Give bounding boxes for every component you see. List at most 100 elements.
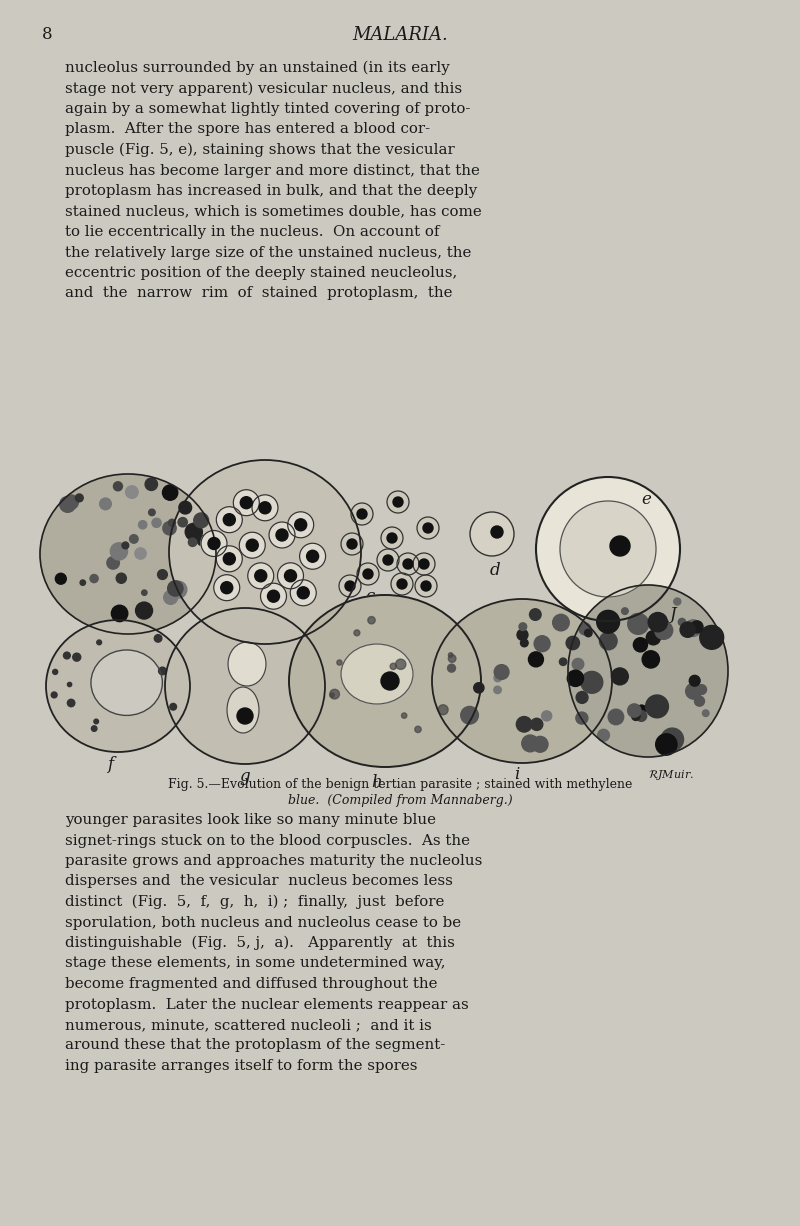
Ellipse shape — [432, 600, 612, 763]
Text: J: J — [670, 606, 676, 623]
Circle shape — [638, 705, 646, 714]
Circle shape — [345, 581, 355, 591]
Circle shape — [179, 501, 192, 514]
Circle shape — [628, 704, 641, 717]
Circle shape — [694, 696, 705, 706]
Circle shape — [53, 669, 58, 674]
Ellipse shape — [391, 573, 413, 595]
Circle shape — [697, 684, 706, 694]
Circle shape — [135, 548, 146, 559]
Ellipse shape — [228, 642, 266, 687]
Ellipse shape — [288, 511, 314, 538]
Circle shape — [691, 620, 703, 633]
Ellipse shape — [413, 553, 435, 575]
Text: numerous, minute, scattered nucleoli ;  and it is: numerous, minute, scattered nucleoli ; a… — [65, 1018, 432, 1032]
Circle shape — [149, 509, 155, 516]
Ellipse shape — [339, 575, 361, 597]
Text: MALARIA.: MALARIA. — [352, 26, 448, 44]
Circle shape — [67, 683, 72, 687]
Circle shape — [138, 521, 147, 528]
Circle shape — [661, 728, 683, 750]
Text: distinct  (Fig.  5,  f,  g,  h,  i) ;  finally,  just  before: distinct (Fig. 5, f, g, h, i) ; finally,… — [65, 895, 444, 910]
Circle shape — [567, 671, 583, 687]
Circle shape — [566, 636, 579, 650]
Ellipse shape — [40, 474, 216, 634]
Circle shape — [90, 575, 98, 582]
Circle shape — [67, 699, 75, 706]
Circle shape — [363, 569, 373, 579]
Circle shape — [461, 706, 478, 725]
Ellipse shape — [290, 580, 316, 606]
Text: protoplasm.  Later the nuclear elements reappear as: protoplasm. Later the nuclear elements r… — [65, 998, 469, 1011]
Ellipse shape — [169, 460, 361, 644]
Circle shape — [395, 660, 406, 669]
Circle shape — [686, 683, 702, 699]
Circle shape — [135, 602, 153, 619]
Text: blue.  (Compiled from Mannaberg.): blue. (Compiled from Mannaberg.) — [288, 794, 512, 807]
Ellipse shape — [300, 543, 326, 569]
Text: the relatively large size of the unstained nucleus, the: the relatively large size of the unstain… — [65, 245, 471, 260]
Text: b: b — [245, 649, 255, 664]
Circle shape — [221, 581, 233, 593]
Circle shape — [294, 519, 306, 531]
Ellipse shape — [381, 527, 403, 549]
Circle shape — [169, 520, 175, 526]
Text: nucleus has become larger and more distinct, that the: nucleus has become larger and more disti… — [65, 163, 480, 178]
Text: a: a — [113, 642, 123, 660]
Circle shape — [622, 608, 628, 614]
Circle shape — [168, 581, 183, 596]
Ellipse shape — [252, 495, 278, 521]
Circle shape — [73, 653, 81, 661]
Circle shape — [55, 574, 66, 585]
Circle shape — [158, 570, 167, 580]
Text: 8: 8 — [42, 26, 53, 43]
Text: signet-rings stuck on to the blood corpuscles.  As the: signet-rings stuck on to the blood corpu… — [65, 834, 470, 847]
Text: c: c — [366, 588, 374, 604]
Text: Fig. 5.—Evolution of the benign tertian parasite ; stained with methylene: Fig. 5.—Evolution of the benign tertian … — [168, 779, 632, 791]
Circle shape — [632, 712, 640, 721]
Circle shape — [357, 509, 367, 519]
Ellipse shape — [377, 549, 399, 571]
Circle shape — [608, 709, 624, 725]
Ellipse shape — [216, 546, 242, 571]
Text: sporulation, both nucleus and nucleolus cease to be: sporulation, both nucleus and nucleolus … — [65, 916, 461, 929]
Circle shape — [474, 683, 484, 693]
Circle shape — [648, 613, 667, 631]
Text: around these that the protoplasm of the segment-: around these that the protoplasm of the … — [65, 1038, 446, 1052]
Circle shape — [646, 630, 661, 645]
Circle shape — [470, 512, 514, 557]
Circle shape — [680, 622, 695, 638]
Circle shape — [646, 695, 669, 717]
Circle shape — [521, 639, 528, 647]
Ellipse shape — [239, 532, 266, 558]
Circle shape — [298, 587, 310, 598]
Circle shape — [516, 716, 532, 732]
Circle shape — [145, 478, 158, 490]
Circle shape — [559, 658, 566, 666]
Circle shape — [494, 674, 502, 682]
Text: disperses and  the vesicular  nucleus becomes less: disperses and the vesicular nucleus beco… — [65, 874, 453, 889]
Circle shape — [163, 521, 176, 535]
Circle shape — [685, 620, 702, 636]
Circle shape — [421, 581, 431, 591]
Circle shape — [576, 712, 588, 725]
Circle shape — [60, 497, 76, 512]
Circle shape — [529, 652, 543, 667]
Circle shape — [597, 611, 619, 633]
Circle shape — [240, 497, 252, 509]
Ellipse shape — [351, 503, 373, 525]
Text: protoplasm has increased in bulk, and that the deeply: protoplasm has increased in bulk, and th… — [65, 184, 478, 199]
Circle shape — [414, 726, 421, 733]
Circle shape — [170, 581, 187, 598]
Circle shape — [186, 524, 202, 541]
Circle shape — [581, 672, 602, 693]
Ellipse shape — [214, 575, 240, 601]
Circle shape — [142, 590, 147, 596]
Text: f: f — [107, 756, 113, 774]
Ellipse shape — [341, 533, 363, 555]
Circle shape — [51, 691, 57, 698]
Circle shape — [599, 633, 617, 650]
Circle shape — [494, 687, 502, 694]
Circle shape — [170, 704, 177, 710]
Circle shape — [354, 630, 360, 636]
